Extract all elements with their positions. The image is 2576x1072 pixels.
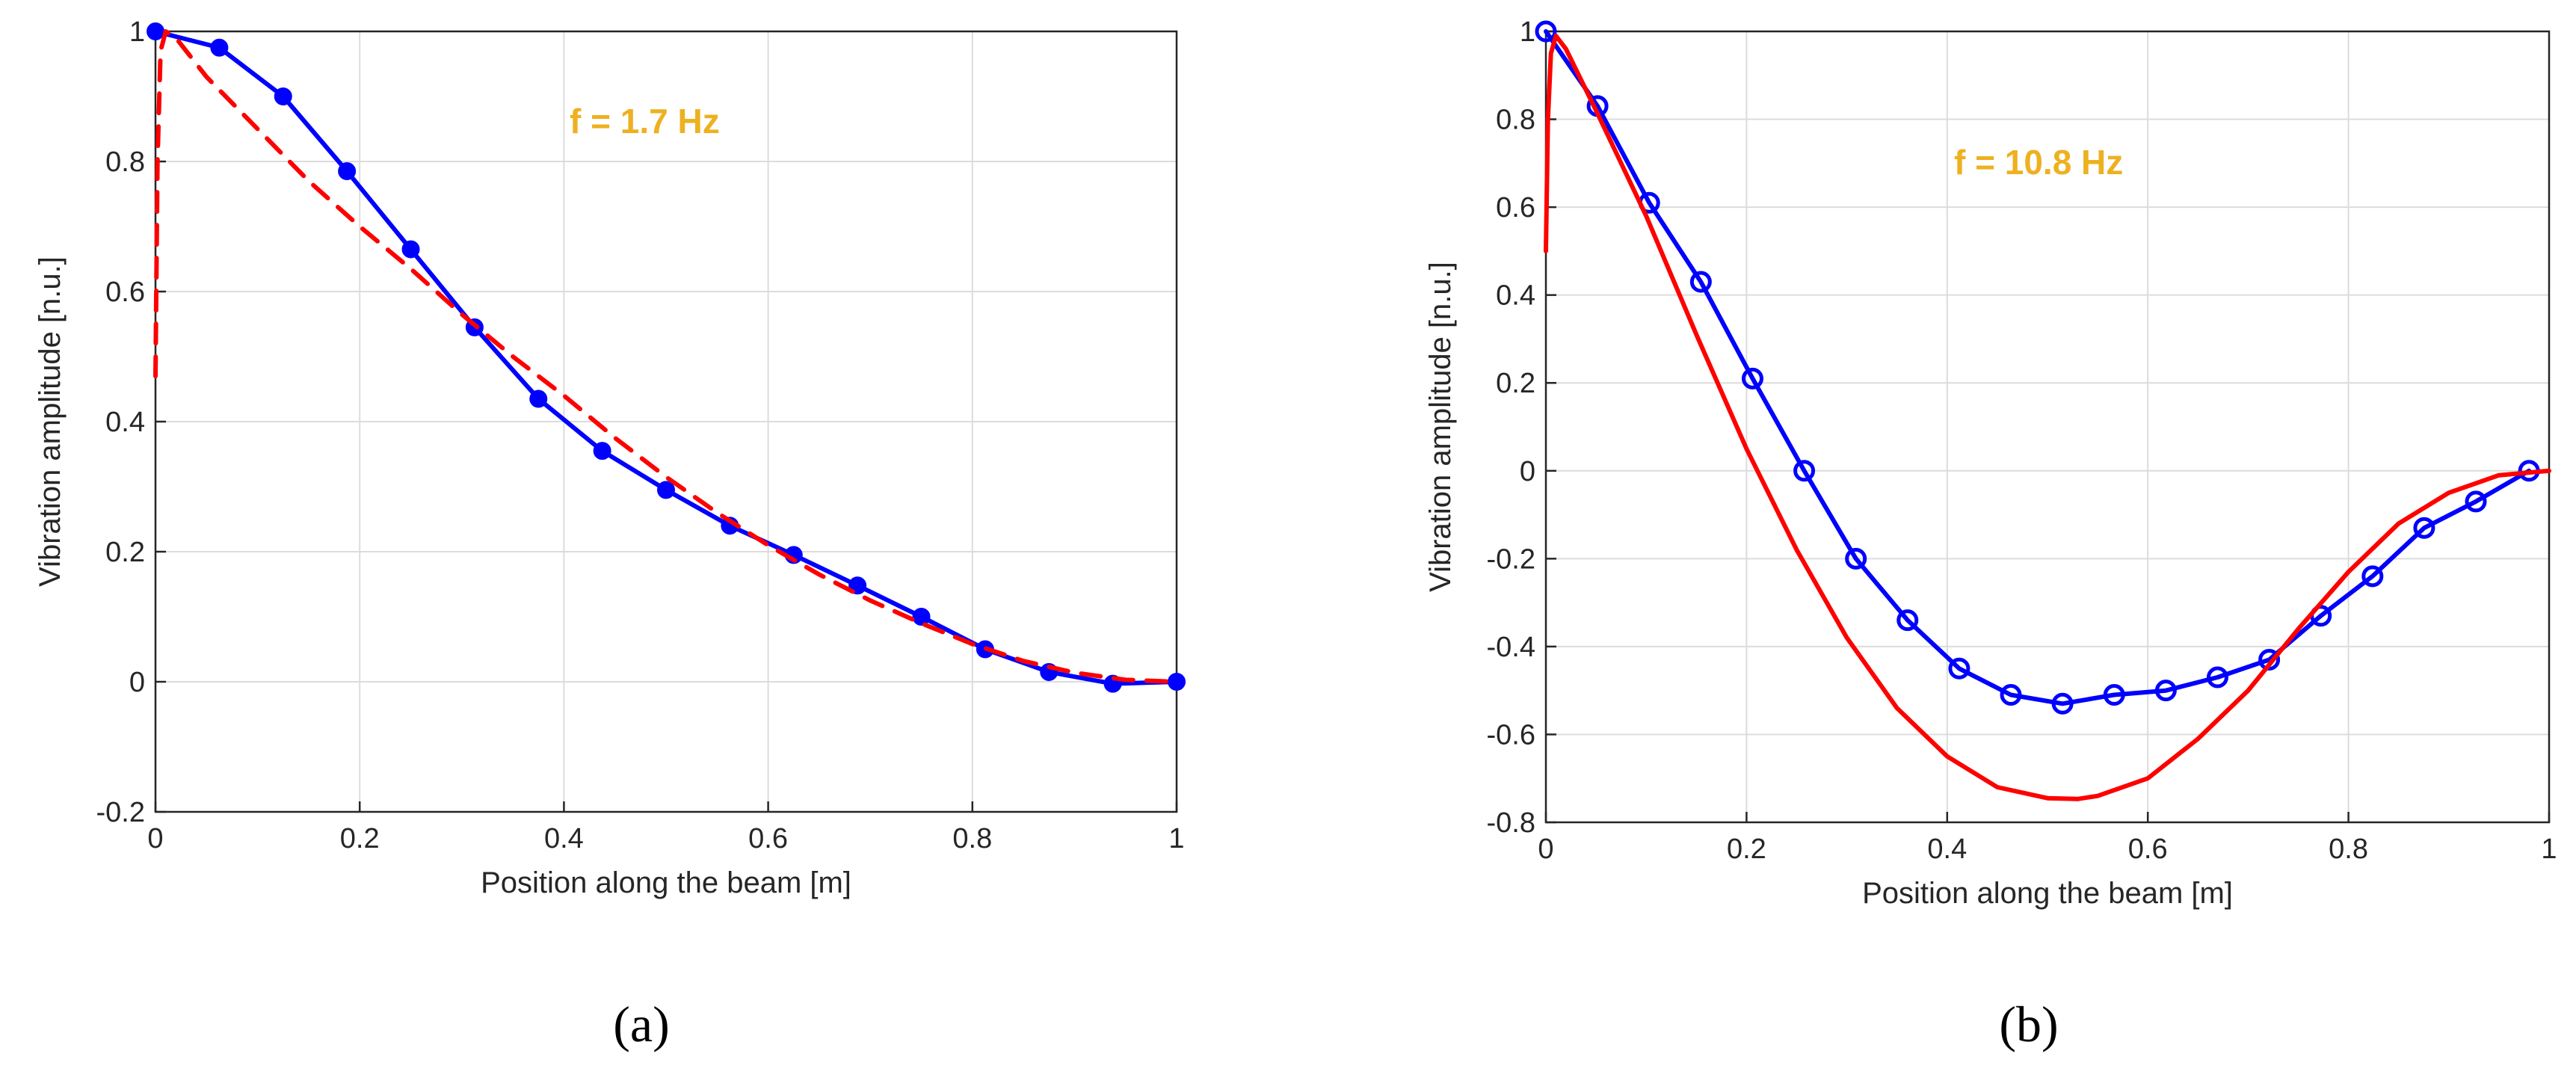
y-tick-label: 1	[129, 16, 145, 48]
data-point-measured	[2465, 490, 2487, 513]
data-point-measured	[1948, 657, 1970, 680]
plot-frame	[1544, 30, 2551, 824]
data-point-measured	[2361, 565, 2384, 588]
x-tick-label: 0	[147, 823, 163, 854]
x-axis-label: Position along the beam [m]	[481, 866, 851, 899]
data-point-measured	[274, 87, 292, 105]
data-point-measured	[401, 240, 420, 259]
y-tick-label: 0.2	[105, 537, 145, 568]
data-point-measured	[912, 608, 931, 626]
x-tick-label: 0.4	[544, 823, 584, 854]
x-tick-label: 0.8	[952, 823, 992, 854]
x-tick-label: 0.2	[340, 823, 380, 854]
y-tick-label: -0.8	[1487, 807, 1535, 839]
chart-panel-b: 0 0.2 0.4 0.6 0.8 1 -0.8 -0.6 -0.4 -0.2 0 0.2 0.4 0.6…	[1424, 16, 2557, 1053]
data-point-measured	[529, 389, 548, 408]
data-point-measured	[338, 162, 357, 181]
panel-caption: (b)	[1999, 996, 2058, 1053]
chart-panel-a: 0 0.2 0.4 0.6 0.8 1-0.200.20.40.60.81Position…	[34, 16, 1186, 1053]
data-point-measured	[2413, 517, 2435, 539]
data-point-measured	[1168, 673, 1186, 691]
y-tick-label: 0.2	[1496, 368, 1535, 399]
series-line-measured	[1544, 29, 2532, 706]
y-tick-label: 0.4	[105, 407, 145, 438]
data-point-measured	[593, 442, 611, 460]
frequency-annotation: f = 1.7 Hz	[570, 102, 720, 141]
x-tick-label: 0.6	[2128, 834, 2168, 865]
x-tick-label: 0.6	[748, 823, 788, 854]
y-tick-label: 1	[1520, 16, 1535, 48]
data-point-measured	[2051, 692, 2074, 715]
data-point-measured	[2103, 684, 2125, 706]
y-tick-label: 0.6	[1496, 192, 1535, 224]
x-axis-label: Position along the beam [m]	[1862, 877, 2233, 910]
frequency-annotation: f = 10.8 Hz	[1954, 143, 2123, 182]
data-point-measured	[1896, 609, 1919, 632]
x-tick-label: 1	[2541, 834, 2557, 865]
y-tick-label: -0.6	[1487, 719, 1535, 751]
x-tick-label: 0	[1538, 834, 1553, 865]
x-tick-label: 0.2	[1727, 834, 1766, 865]
y-tick-label: -0.2	[1487, 543, 1535, 575]
data-point-measured	[2000, 684, 2022, 706]
y-tick-label: -0.2	[96, 797, 145, 828]
data-point-measured	[1689, 271, 1712, 293]
x-tick-label: 0.8	[2329, 834, 2368, 865]
series-line-model	[1544, 33, 2551, 801]
data-point-measured	[1535, 20, 1557, 43]
y-tick-label: 0	[129, 667, 145, 698]
x-tick-label: 1	[1168, 823, 1184, 854]
y-tick-label: 0.4	[1496, 280, 1535, 312]
data-point-measured	[657, 481, 675, 499]
x-tick-label: 0.4	[1927, 834, 1967, 865]
y-tick-label: -0.4	[1487, 632, 1535, 663]
data-point-measured	[2154, 680, 2177, 702]
data-point-measured	[1793, 460, 1816, 482]
y-tick-label: 0.6	[105, 277, 145, 308]
data-point-measured	[210, 38, 229, 57]
data-point-measured	[1845, 547, 1867, 570]
data-point-measured	[147, 22, 164, 40]
y-tick-label: 0.8	[1496, 105, 1535, 136]
data-point-measured	[1741, 367, 1763, 389]
series-line-model	[153, 29, 1179, 684]
y-tick-label: 0.8	[105, 147, 145, 178]
y-axis-label: Vibration amplitude [n.u.]	[1424, 262, 1457, 592]
data-point-measured	[2206, 666, 2228, 689]
y-axis-label: Vibration amplitude [n.u.]	[34, 256, 67, 587]
panel-caption: (a)	[613, 996, 669, 1053]
y-tick-label: 0	[1520, 456, 1535, 487]
data-point-measured	[2258, 649, 2281, 671]
